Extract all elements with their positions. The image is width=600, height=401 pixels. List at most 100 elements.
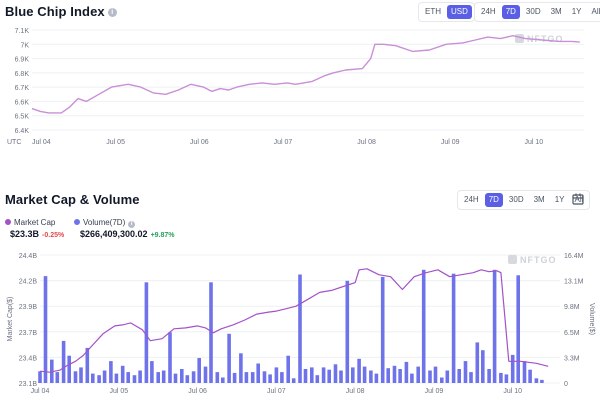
volume-bar xyxy=(487,369,491,383)
volume-bar xyxy=(173,373,178,383)
blue-chip-range-7d-option[interactable]: 7D xyxy=(501,5,520,19)
y-tick-label: 6.9K xyxy=(15,57,30,64)
market-cap-range-24h-option[interactable]: 24H xyxy=(464,195,479,204)
market-cap-range-selector: 24H 7D 30D 3M 1Y All xyxy=(457,190,591,210)
volume-bar xyxy=(410,373,414,383)
volume-bar xyxy=(351,367,355,383)
x-tick-label: Jul 06 xyxy=(188,388,207,395)
nftgo-watermark: NFTGO xyxy=(515,34,564,44)
right-y-tick-label: 16.4M xyxy=(564,253,584,260)
blue-chip-range-30d-option[interactable]: 30D xyxy=(525,7,541,16)
volume-bar xyxy=(185,375,190,383)
volume-bar xyxy=(392,365,397,383)
volume-bar xyxy=(256,363,260,383)
watermark-text: NFTGO xyxy=(527,34,564,44)
x-tick-label: Jul 07 xyxy=(274,139,293,146)
volume-bar xyxy=(227,333,231,383)
volume-bar xyxy=(79,367,83,383)
x-tick-label: Jul 05 xyxy=(106,139,125,146)
y-tick-label: 6.4K xyxy=(15,128,30,135)
info-icon[interactable]: i xyxy=(107,8,117,17)
market-cap-title-text: Market Cap & Volume xyxy=(5,192,140,207)
volume-bar xyxy=(244,372,249,383)
nftgo-logo-icon xyxy=(508,255,517,264)
calendar-icon[interactable] xyxy=(571,192,585,206)
x-tick-label: Jul 09 xyxy=(441,139,460,146)
volume-bar xyxy=(421,269,426,383)
y-tick-label: 6.7K xyxy=(15,85,30,92)
legend-market-cap[interactable]: Market Cap xyxy=(5,218,55,227)
volume-bar xyxy=(109,361,113,383)
volume-bar xyxy=(55,372,60,383)
x-tick-label: Jul 10 xyxy=(503,388,522,395)
blue-chip-range-1y-option[interactable]: 1Y xyxy=(571,7,582,16)
volume-bar xyxy=(475,342,480,383)
volume-bar xyxy=(144,282,149,383)
market-cap-line xyxy=(39,268,549,373)
x-tick-label: Jul 09 xyxy=(425,388,444,395)
volume-bar xyxy=(433,366,438,383)
market-cap-range-30d-option[interactable]: 30D xyxy=(508,195,524,204)
x-tick-label: Jul 10 xyxy=(524,139,543,146)
y-tick-label: 7K xyxy=(20,42,29,49)
legend-volume[interactable]: Volume(7D) i xyxy=(74,218,136,228)
volume-bar xyxy=(374,373,379,383)
volume-value-text: $266,409,300.02 xyxy=(80,229,148,239)
volume-bar xyxy=(138,370,142,383)
volume-bar xyxy=(132,375,137,383)
volume-bar xyxy=(85,347,90,383)
market-cap-range-7d-option[interactable]: 7D xyxy=(484,193,503,207)
currency-usd-option[interactable]: USD xyxy=(447,5,472,19)
volume-bar xyxy=(150,361,154,383)
volume-bar xyxy=(180,369,184,383)
market-cap-range-all-option[interactable]: All xyxy=(574,195,584,204)
currency-eth-option[interactable]: ETH xyxy=(425,7,441,16)
blue-chip-range-3m-option[interactable]: 3M xyxy=(550,7,562,16)
volume-bar xyxy=(97,375,101,383)
volume-info-icon[interactable]: i xyxy=(128,221,136,228)
x-tick-label: Jul 08 xyxy=(346,388,365,395)
volume-bar xyxy=(451,273,456,383)
left-y-tick-label: 24.4B xyxy=(19,253,38,260)
left-y-tick-label: 23.1B xyxy=(19,381,38,388)
volume-bar xyxy=(333,364,338,383)
right-y-tick-label: 9.8M xyxy=(564,304,580,311)
volume-bar xyxy=(404,361,409,383)
volume-bar xyxy=(114,373,119,383)
market-cap-volume-chart: 23.1B 0 23.4B 3.3M 23.7B 6.5M 23.9B 9.8M 24.2B 13… xyxy=(7,253,595,395)
volume-bar xyxy=(126,372,130,383)
legend-market-cap-label: Market Cap xyxy=(14,218,56,227)
volume-bar xyxy=(516,275,520,383)
volume-value: $266,409,300.02 +9.87% xyxy=(80,229,175,239)
volume-bar xyxy=(232,372,237,383)
volume-bar xyxy=(315,375,320,383)
blue-chip-range-all-option[interactable]: All xyxy=(591,7,600,16)
volume-bar xyxy=(156,372,160,383)
volume-bar xyxy=(268,374,272,383)
volume-bar xyxy=(168,332,172,383)
market-cap-range-1y-option[interactable]: 1Y xyxy=(554,195,565,204)
volume-bar xyxy=(274,367,279,383)
blue-chip-title-text: Blue Chip Index xyxy=(5,4,105,19)
market-cap-value-text: $23.3B xyxy=(10,229,40,239)
volume-bar xyxy=(445,370,450,383)
volume-bar xyxy=(61,340,66,383)
market-cap-title: Market Cap & Volume xyxy=(5,192,140,207)
volume-bar xyxy=(67,355,71,383)
volume-bar xyxy=(534,378,539,383)
volume-bar xyxy=(327,369,331,383)
market-cap-dot xyxy=(5,219,11,225)
blue-chip-range-24h-option[interactable]: 24H xyxy=(481,7,496,16)
volume-bar xyxy=(239,353,243,383)
volume-bar xyxy=(492,269,497,383)
volume-bar xyxy=(191,371,196,383)
volume-bar xyxy=(469,372,473,383)
right-y-tick-label: 6.5M xyxy=(564,330,580,337)
market-cap-range-3m-option[interactable]: 3M xyxy=(533,195,545,204)
volume-bar xyxy=(120,365,125,383)
volume-bar xyxy=(102,370,107,383)
volume-bar xyxy=(380,276,385,383)
volume-bar xyxy=(528,369,532,383)
x-tick-label: Jul 04 xyxy=(32,139,51,146)
blue-chip-chart: 6.4K 6.5K 6.6K 6.7K 6.8K 6.9K 7K 7.1K UTC Jul 04 J… xyxy=(7,28,584,146)
